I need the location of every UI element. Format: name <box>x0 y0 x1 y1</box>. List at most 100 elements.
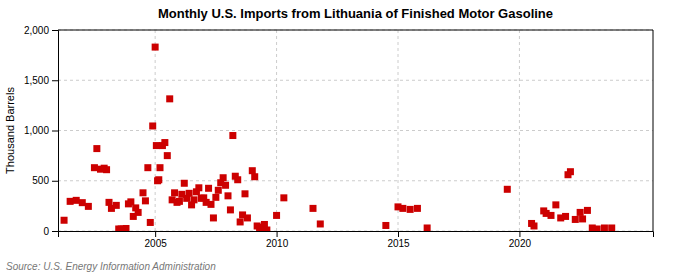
tick: 2005 <box>145 231 168 249</box>
axis-line <box>59 232 654 238</box>
frame-line <box>653 30 654 231</box>
point <box>210 214 217 221</box>
tick-label: 2,000 <box>24 25 49 36</box>
point <box>73 197 80 204</box>
source: Source: U.S. Energy Information Administ… <box>6 261 216 272</box>
plot: 2005 2010 2015 2020 0 500 1,000 1,500 2,000 <box>24 25 654 249</box>
point <box>191 196 198 203</box>
tick: 2,000 <box>24 25 58 36</box>
point <box>103 166 110 173</box>
point <box>572 216 579 223</box>
point <box>161 139 168 146</box>
point <box>93 145 100 152</box>
point <box>67 198 74 205</box>
point <box>579 215 586 222</box>
tick: 1,000 <box>24 125 58 136</box>
tick-mark <box>52 30 58 31</box>
grid-line <box>58 80 653 81</box>
point <box>113 202 120 209</box>
point <box>562 213 569 220</box>
tick: 2010 <box>266 231 289 249</box>
tick-label: 1,500 <box>24 75 49 86</box>
point <box>135 209 142 216</box>
grid-line <box>58 130 653 131</box>
point <box>155 176 162 183</box>
tick: 2015 <box>387 231 410 249</box>
point <box>317 220 324 227</box>
point <box>567 168 574 175</box>
point <box>157 164 164 171</box>
frame-line <box>58 30 653 31</box>
tick-mark <box>155 231 156 237</box>
tick-label: 2010 <box>266 238 289 249</box>
point <box>106 199 113 206</box>
point <box>152 44 159 51</box>
point <box>85 203 92 210</box>
point <box>222 182 229 189</box>
tick-mark <box>398 231 399 237</box>
point <box>424 224 431 231</box>
point <box>244 214 251 221</box>
y-axis: 0 500 1,000 1,500 2,000 <box>24 25 59 237</box>
title: Monthly U.S. Imports from Lithuania of F… <box>158 6 553 21</box>
x-axis: 2005 2010 2015 2020 <box>59 231 654 249</box>
point <box>208 201 215 208</box>
tick: 1,500 <box>24 75 58 86</box>
point <box>123 225 130 231</box>
point <box>249 167 256 174</box>
point <box>153 142 160 149</box>
point <box>594 225 601 231</box>
point <box>181 180 188 187</box>
point <box>225 192 232 199</box>
point <box>220 174 227 181</box>
point <box>242 190 249 197</box>
point <box>127 198 134 205</box>
point <box>195 184 202 191</box>
point <box>237 218 244 225</box>
tick-mark <box>52 231 58 232</box>
tick: 0 <box>43 226 58 237</box>
point <box>577 209 584 216</box>
point <box>552 201 559 208</box>
point <box>186 190 193 197</box>
point <box>164 152 171 159</box>
tick-label: 2015 <box>387 238 410 249</box>
points <box>61 44 616 231</box>
point <box>171 189 178 196</box>
point <box>212 194 219 201</box>
point <box>399 205 406 212</box>
tick-mark <box>52 80 58 81</box>
chart: 2005 2010 2015 2020 0 500 1,000 1,500 2,000 Month… <box>0 0 675 275</box>
tick: 500 <box>32 175 58 186</box>
tick-mark <box>52 131 58 132</box>
point <box>144 164 151 171</box>
point <box>310 205 317 212</box>
grid <box>58 30 653 231</box>
point <box>234 176 241 183</box>
point <box>149 122 156 129</box>
point <box>227 206 234 213</box>
point <box>166 95 173 102</box>
axis-line <box>52 31 59 232</box>
point <box>601 224 608 231</box>
tick-label: 1,000 <box>24 125 49 136</box>
point <box>280 194 287 201</box>
point <box>584 207 591 214</box>
tick-label: 500 <box>32 175 49 186</box>
point <box>147 219 154 226</box>
point <box>273 212 280 219</box>
tick-label: 2005 <box>145 238 168 249</box>
tick-label: 0 <box>43 226 49 237</box>
tick-mark <box>519 231 520 237</box>
tick: 2020 <box>509 231 532 249</box>
point <box>504 186 511 193</box>
tick-mark <box>277 231 278 237</box>
point <box>608 224 615 231</box>
point <box>407 206 414 213</box>
point <box>61 217 68 224</box>
point <box>79 199 86 206</box>
tick-mark <box>52 181 58 182</box>
grid-line <box>398 30 399 231</box>
point <box>205 185 212 192</box>
point <box>251 173 258 180</box>
